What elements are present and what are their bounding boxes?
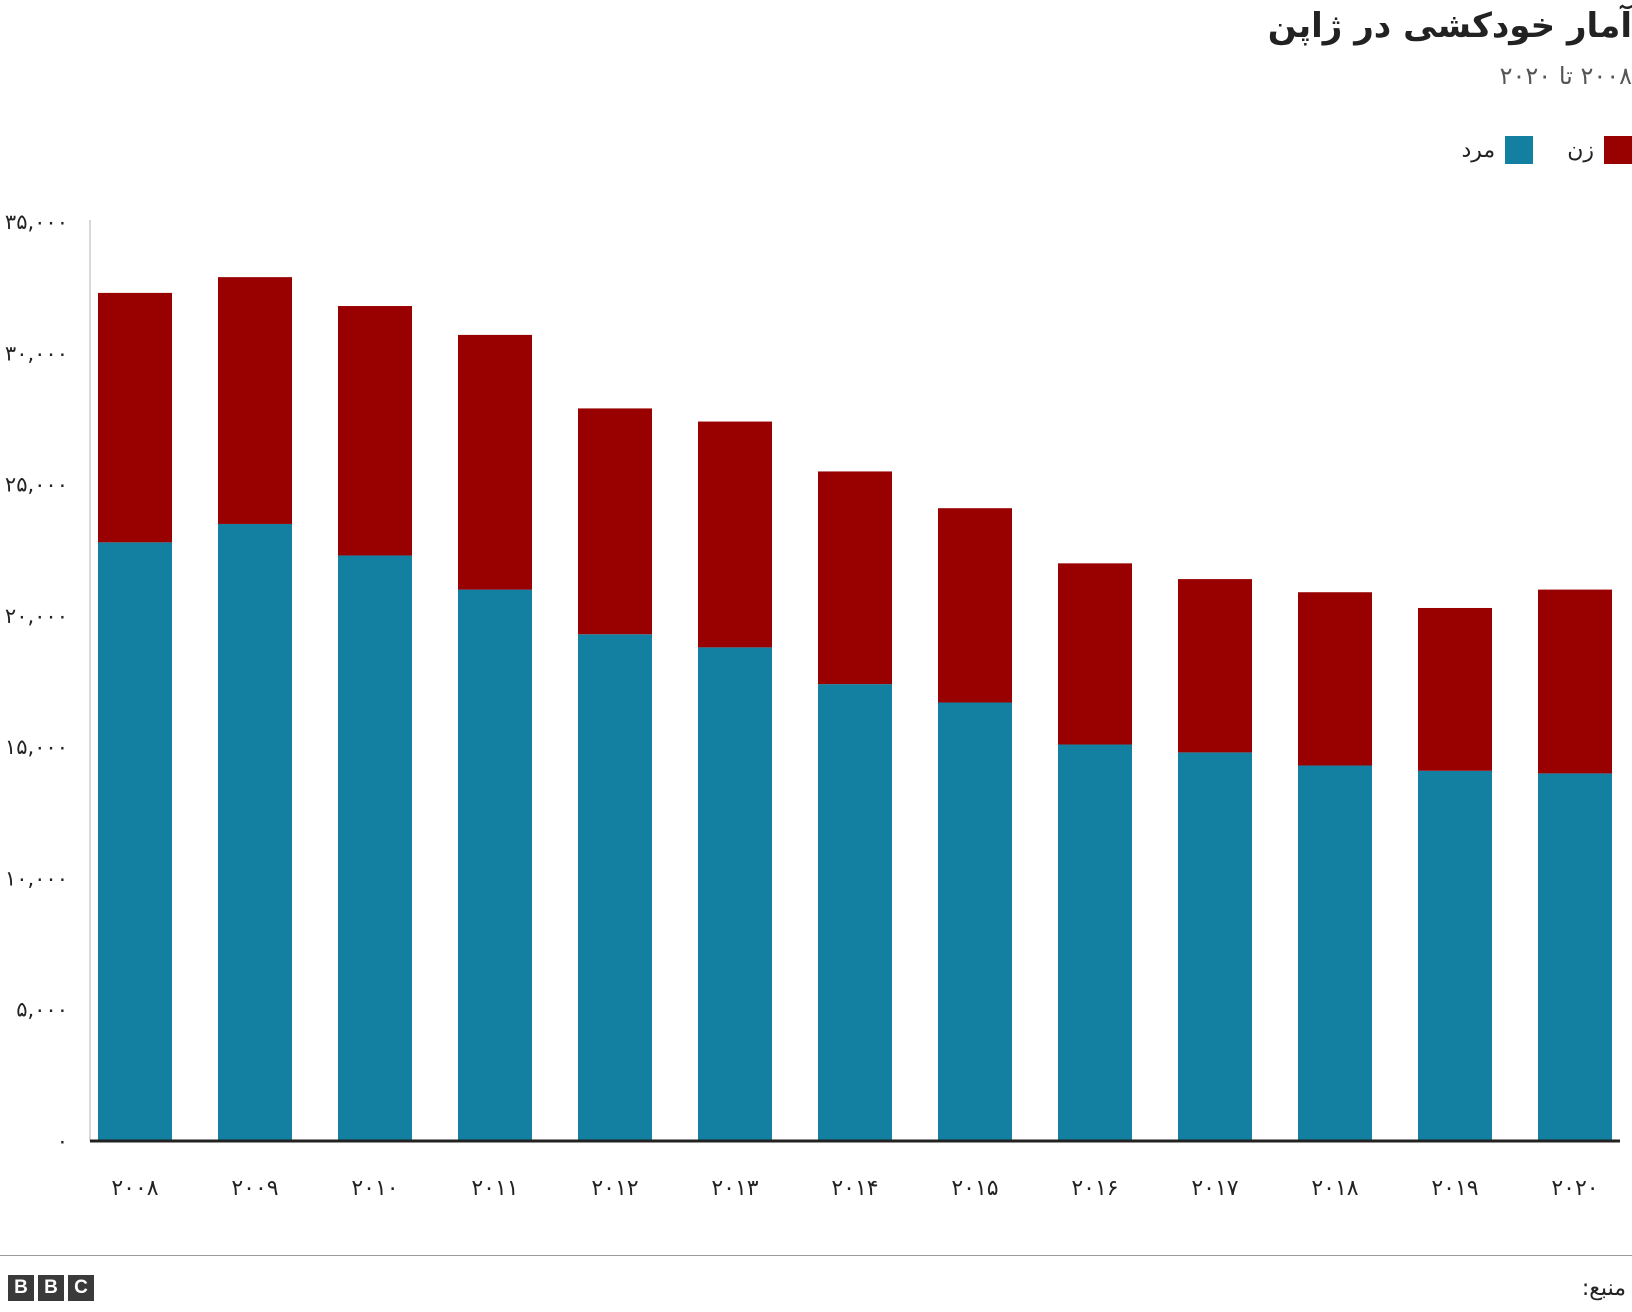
bbc-logo: B B C: [8, 1275, 94, 1301]
x-tick-label: ۲۰۱۷: [1191, 1176, 1238, 1200]
bar-segment-male: [218, 523, 292, 1141]
bar-segment-female: [98, 292, 172, 543]
source-label: منبع:: [1581, 1276, 1626, 1301]
bar-segment-female: [1418, 607, 1492, 771]
bar-segment-female: [818, 471, 892, 685]
y-tick-label: ۳۰,۰۰۰: [5, 341, 68, 365]
legend-item-female: زن: [1567, 136, 1632, 164]
x-tick-label: ۲۰۱۵: [951, 1176, 998, 1200]
x-tick-label: ۲۰۱۳: [711, 1176, 758, 1200]
bbc-logo-letter: B: [8, 1275, 34, 1301]
bar-segment-female: [338, 306, 412, 556]
bar-segment-female: [218, 277, 292, 524]
x-tick-label: ۲۰۱۴: [831, 1176, 878, 1200]
y-tick-label: ۳۵,۰۰۰: [5, 210, 68, 234]
chart-title: آمار خودکشی در ژاپن: [1267, 6, 1632, 46]
bar-segment-female: [698, 421, 772, 648]
legend-item-male: مرد: [1461, 136, 1534, 164]
legend-label-female: زن: [1567, 137, 1594, 163]
legend-label-male: مرد: [1461, 137, 1496, 163]
bar-segment-female: [1178, 579, 1252, 753]
y-tick-label: ۲۵,۰۰۰: [5, 473, 68, 497]
bar-segment-male: [578, 634, 652, 1141]
x-tick-label: ۲۰۱۹: [1431, 1176, 1478, 1200]
x-tick-label: ۲۰۱۱: [471, 1176, 518, 1200]
stacked-bar-chart: ۰ ۵,۰۰۰ ۱۰,۰۰۰ ۱۵,۰۰۰ ۲۰,۰۰۰ ۲۵,۰۰۰ ۳۰,۰۰۰ ۳۵,۰…: [5, 210, 1620, 1200]
bar-segment-male: [1418, 770, 1492, 1141]
x-tick-label: ۲۰۱۸: [1311, 1176, 1358, 1200]
bar-segment-male: [938, 702, 1012, 1141]
y-tick-label: ۱۰,۰۰۰: [5, 866, 68, 890]
x-tick-label: ۲۰۲۰: [1551, 1176, 1598, 1200]
y-tick-label: ۵,۰۰۰: [16, 998, 68, 1022]
legend-swatch-male: [1505, 136, 1534, 164]
bar-segment-female: [1538, 589, 1612, 774]
bar-segment-male: [98, 542, 172, 1141]
chart-subtitle: ۲۰۰۸ تا ۲۰۲۰: [1499, 62, 1632, 90]
bar-segment-male: [698, 647, 772, 1141]
bar-segment-female: [458, 334, 532, 590]
x-tick-label: ۲۰۰۸: [111, 1176, 158, 1200]
bar-segment-male: [1058, 744, 1132, 1141]
x-tick-label: ۲۰۱۰: [351, 1176, 398, 1200]
legend-swatch-female: [1604, 136, 1632, 164]
bar-segment-female: [1298, 592, 1372, 766]
bbc-logo-letter: B: [38, 1275, 64, 1301]
chart-legend: زن مرد: [1461, 136, 1632, 164]
footer-divider: [0, 1255, 1632, 1256]
bbc-logo-letter: C: [68, 1275, 94, 1301]
bar-segment-female: [578, 408, 652, 635]
bar-segment-male: [1178, 752, 1252, 1141]
bar-segment-male: [1298, 765, 1372, 1141]
y-tick-label: ۲۰,۰۰۰: [5, 604, 68, 628]
bar-segment-male: [1538, 773, 1612, 1141]
x-tick-label: ۲۰۰۹: [231, 1176, 278, 1200]
bar-segment-female: [938, 508, 1012, 703]
x-tick-label: ۲۰۱۲: [591, 1176, 638, 1200]
bar-segment-female: [1058, 563, 1132, 745]
y-tick-label: ۰: [57, 1129, 68, 1153]
x-tick-label: ۲۰۱۶: [1071, 1176, 1118, 1200]
y-tick-label: ۱۵,۰۰۰: [5, 735, 68, 759]
bar-segment-male: [458, 589, 532, 1141]
bar-segment-male: [818, 684, 892, 1141]
bar-segment-male: [338, 555, 412, 1141]
